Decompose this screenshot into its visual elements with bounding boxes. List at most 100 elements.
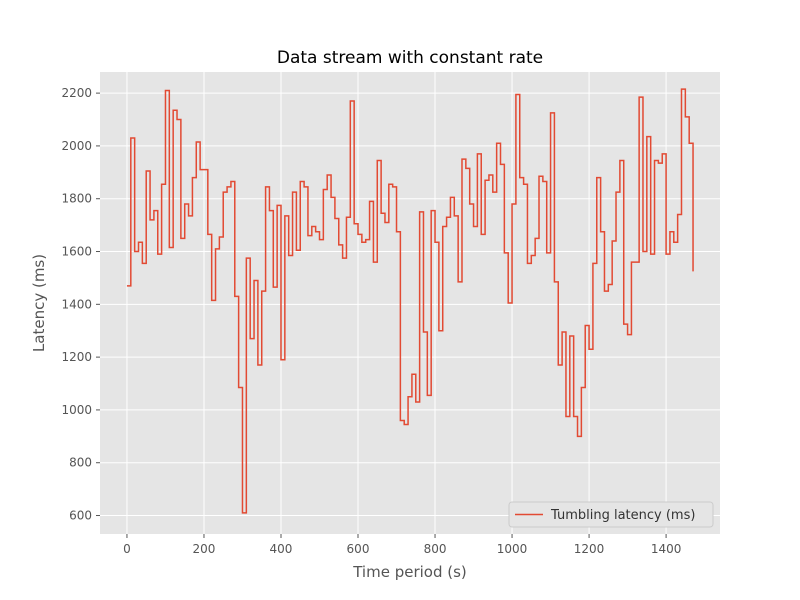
- data-point: [523, 184, 524, 185]
- x-tick-label: 1000: [497, 542, 528, 556]
- data-point: [558, 364, 559, 365]
- x-axis-label: Time period (s): [352, 563, 467, 581]
- data-point: [692, 271, 693, 272]
- data-point: [662, 153, 663, 154]
- data-point: [300, 181, 301, 182]
- data-point: [450, 197, 451, 198]
- data-point: [361, 242, 362, 243]
- data-point: [500, 164, 501, 165]
- data-point: [427, 395, 428, 396]
- data-point: [496, 143, 497, 144]
- data-point: [200, 169, 201, 170]
- x-tick-label: 200: [193, 542, 216, 556]
- y-tick-label: 1000: [61, 403, 92, 417]
- data-point: [134, 251, 135, 252]
- data-point: [596, 177, 597, 178]
- data-point: [142, 263, 143, 264]
- data-point: [673, 242, 674, 243]
- data-point: [492, 192, 493, 193]
- data-point: [681, 89, 682, 90]
- data-point: [188, 215, 189, 216]
- data-point: [265, 186, 266, 187]
- data-point: [454, 215, 455, 216]
- data-point: [296, 250, 297, 251]
- data-point: [434, 242, 435, 243]
- data-point: [238, 387, 239, 388]
- data-point: [126, 285, 127, 286]
- data-point: [604, 291, 605, 292]
- data-point: [304, 186, 305, 187]
- data-point: [292, 192, 293, 193]
- data-point: [165, 90, 166, 91]
- data-point: [627, 334, 628, 335]
- data-point: [542, 181, 543, 182]
- data-point: [577, 436, 578, 437]
- series-layer: [126, 88, 694, 514]
- data-point: [319, 239, 320, 240]
- x-tick-label: 1400: [651, 542, 682, 556]
- data-point: [677, 214, 678, 215]
- plot-area: [100, 72, 720, 534]
- data-point: [565, 416, 566, 417]
- data-point: [508, 302, 509, 303]
- data-point: [346, 217, 347, 218]
- data-point: [184, 203, 185, 204]
- data-point: [689, 143, 690, 144]
- data-point: [280, 359, 281, 360]
- data-point: [330, 197, 331, 198]
- data-point: [365, 239, 366, 240]
- data-point: [554, 281, 555, 282]
- data-point: [608, 284, 609, 285]
- data-point: [180, 238, 181, 239]
- chart-title: Data stream with constant rate: [277, 48, 543, 68]
- data-point: [173, 110, 174, 111]
- data-point: [381, 213, 382, 214]
- data-point: [504, 252, 505, 253]
- data-point: [465, 168, 466, 169]
- data-point: [146, 170, 147, 171]
- y-tick-label: 1400: [61, 297, 92, 311]
- data-point: [277, 205, 278, 206]
- data-point: [284, 215, 285, 216]
- data-point: [423, 331, 424, 332]
- data-point: [388, 184, 389, 185]
- data-point: [323, 189, 324, 190]
- data-point: [342, 258, 343, 259]
- data-point: [588, 349, 589, 350]
- data-point: [192, 177, 193, 178]
- data-point: [650, 254, 651, 255]
- data-point: [477, 153, 478, 154]
- data-point: [250, 338, 251, 339]
- y-tick-label: 1800: [61, 192, 92, 206]
- y-tick-label: 1200: [61, 350, 92, 364]
- data-point: [242, 512, 243, 513]
- data-point: [642, 251, 643, 252]
- data-point: [550, 112, 551, 113]
- data-point: [392, 186, 393, 187]
- data-point: [458, 281, 459, 282]
- data-point: [400, 420, 401, 421]
- data-point: [484, 180, 485, 181]
- data-point: [350, 100, 351, 101]
- data-point: [307, 235, 308, 236]
- x-tick-label: 800: [424, 542, 447, 556]
- data-point: [226, 186, 227, 187]
- data-point: [211, 300, 212, 301]
- data-point: [461, 159, 462, 160]
- data-point: [157, 254, 158, 255]
- data-point: [431, 210, 432, 211]
- data-point: [223, 192, 224, 193]
- data-point: [288, 255, 289, 256]
- data-point: [161, 184, 162, 185]
- legend-label: Tumbling latency (ms): [550, 508, 695, 523]
- data-point: [230, 181, 231, 182]
- data-point: [369, 201, 370, 202]
- data-point: [612, 240, 613, 241]
- data-point: [546, 252, 547, 253]
- data-point: [203, 169, 204, 170]
- data-point: [515, 94, 516, 95]
- x-tick-label: 0: [123, 542, 131, 556]
- data-point: [535, 238, 536, 239]
- data-point: [354, 223, 355, 224]
